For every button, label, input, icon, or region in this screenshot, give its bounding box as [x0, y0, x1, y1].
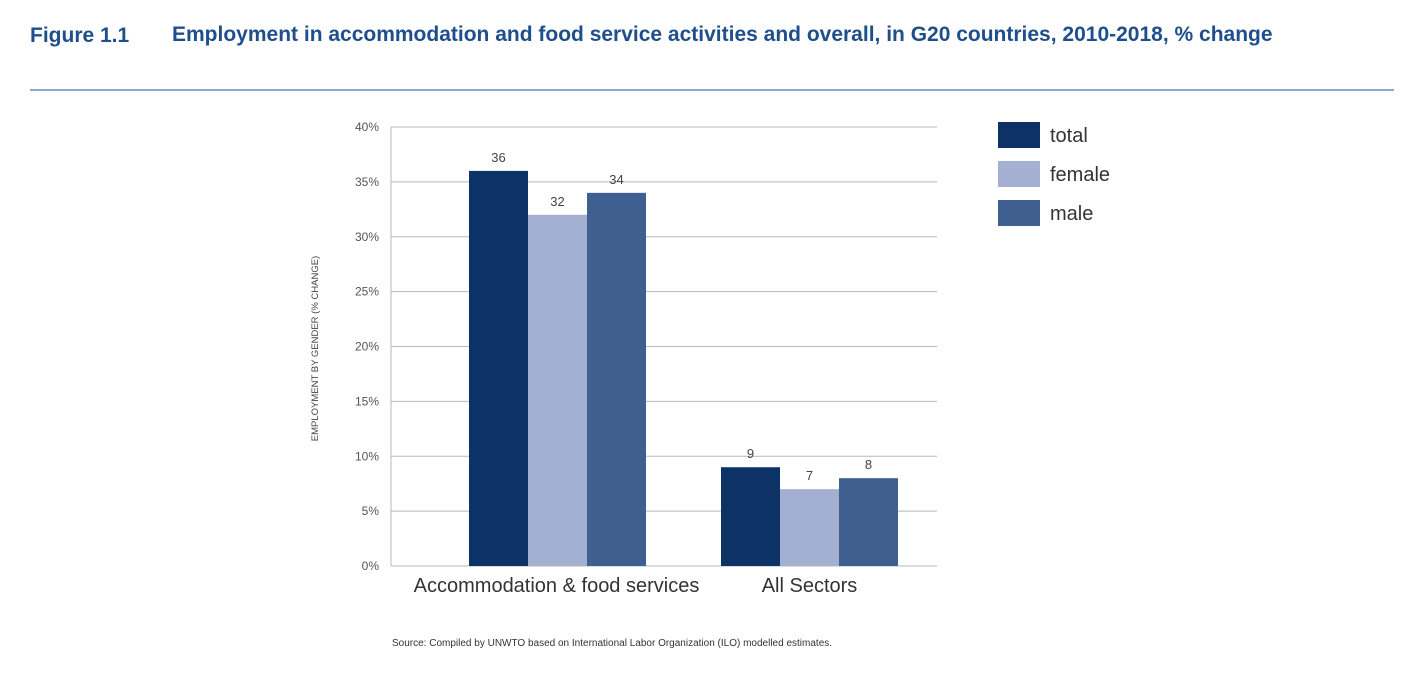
source-note: Source: Compiled by UNWTO based on Inter… [392, 638, 833, 649]
y-tick-label: 15% [355, 394, 379, 408]
y-tick-label: 0% [362, 559, 380, 573]
legend-label-total: total [1050, 125, 1088, 147]
y-tick-label: 30% [355, 230, 379, 244]
data-label: 32 [550, 194, 564, 209]
legend-swatch-total [998, 122, 1040, 148]
legend-label-male: male [1050, 203, 1093, 225]
bar-female [780, 489, 839, 566]
data-label: 9 [747, 446, 754, 461]
title-divider [30, 89, 1394, 91]
y-tick-label: 25% [355, 285, 379, 299]
figure-label: Figure 1.1 [30, 24, 130, 47]
y-tick-label: 40% [355, 120, 379, 134]
bar-female [528, 214, 587, 567]
category-label: All Sectors [762, 575, 858, 597]
bar-male [839, 478, 898, 566]
bar-male [587, 192, 646, 566]
data-label: 7 [806, 468, 813, 483]
legend-swatch-male [998, 200, 1040, 226]
y-tick-label: 35% [355, 175, 379, 189]
bar-total [721, 467, 780, 566]
y-tick-label: 10% [355, 449, 379, 463]
y-tick-label: 5% [362, 504, 380, 518]
legend-label-female: female [1050, 164, 1110, 186]
bar-total [469, 170, 528, 566]
category-label: Accommodation & food services [414, 575, 700, 597]
data-label: 34 [609, 172, 623, 187]
data-label: 36 [491, 150, 505, 165]
y-axis-title: EMPLOYMENT BY GENDER (% CHANGE) [310, 256, 321, 441]
figure-title: Employment in accommodation and food ser… [172, 23, 1273, 46]
y-tick-label: 20% [355, 340, 379, 354]
data-label: 8 [865, 457, 872, 472]
legend-swatch-female [998, 161, 1040, 187]
